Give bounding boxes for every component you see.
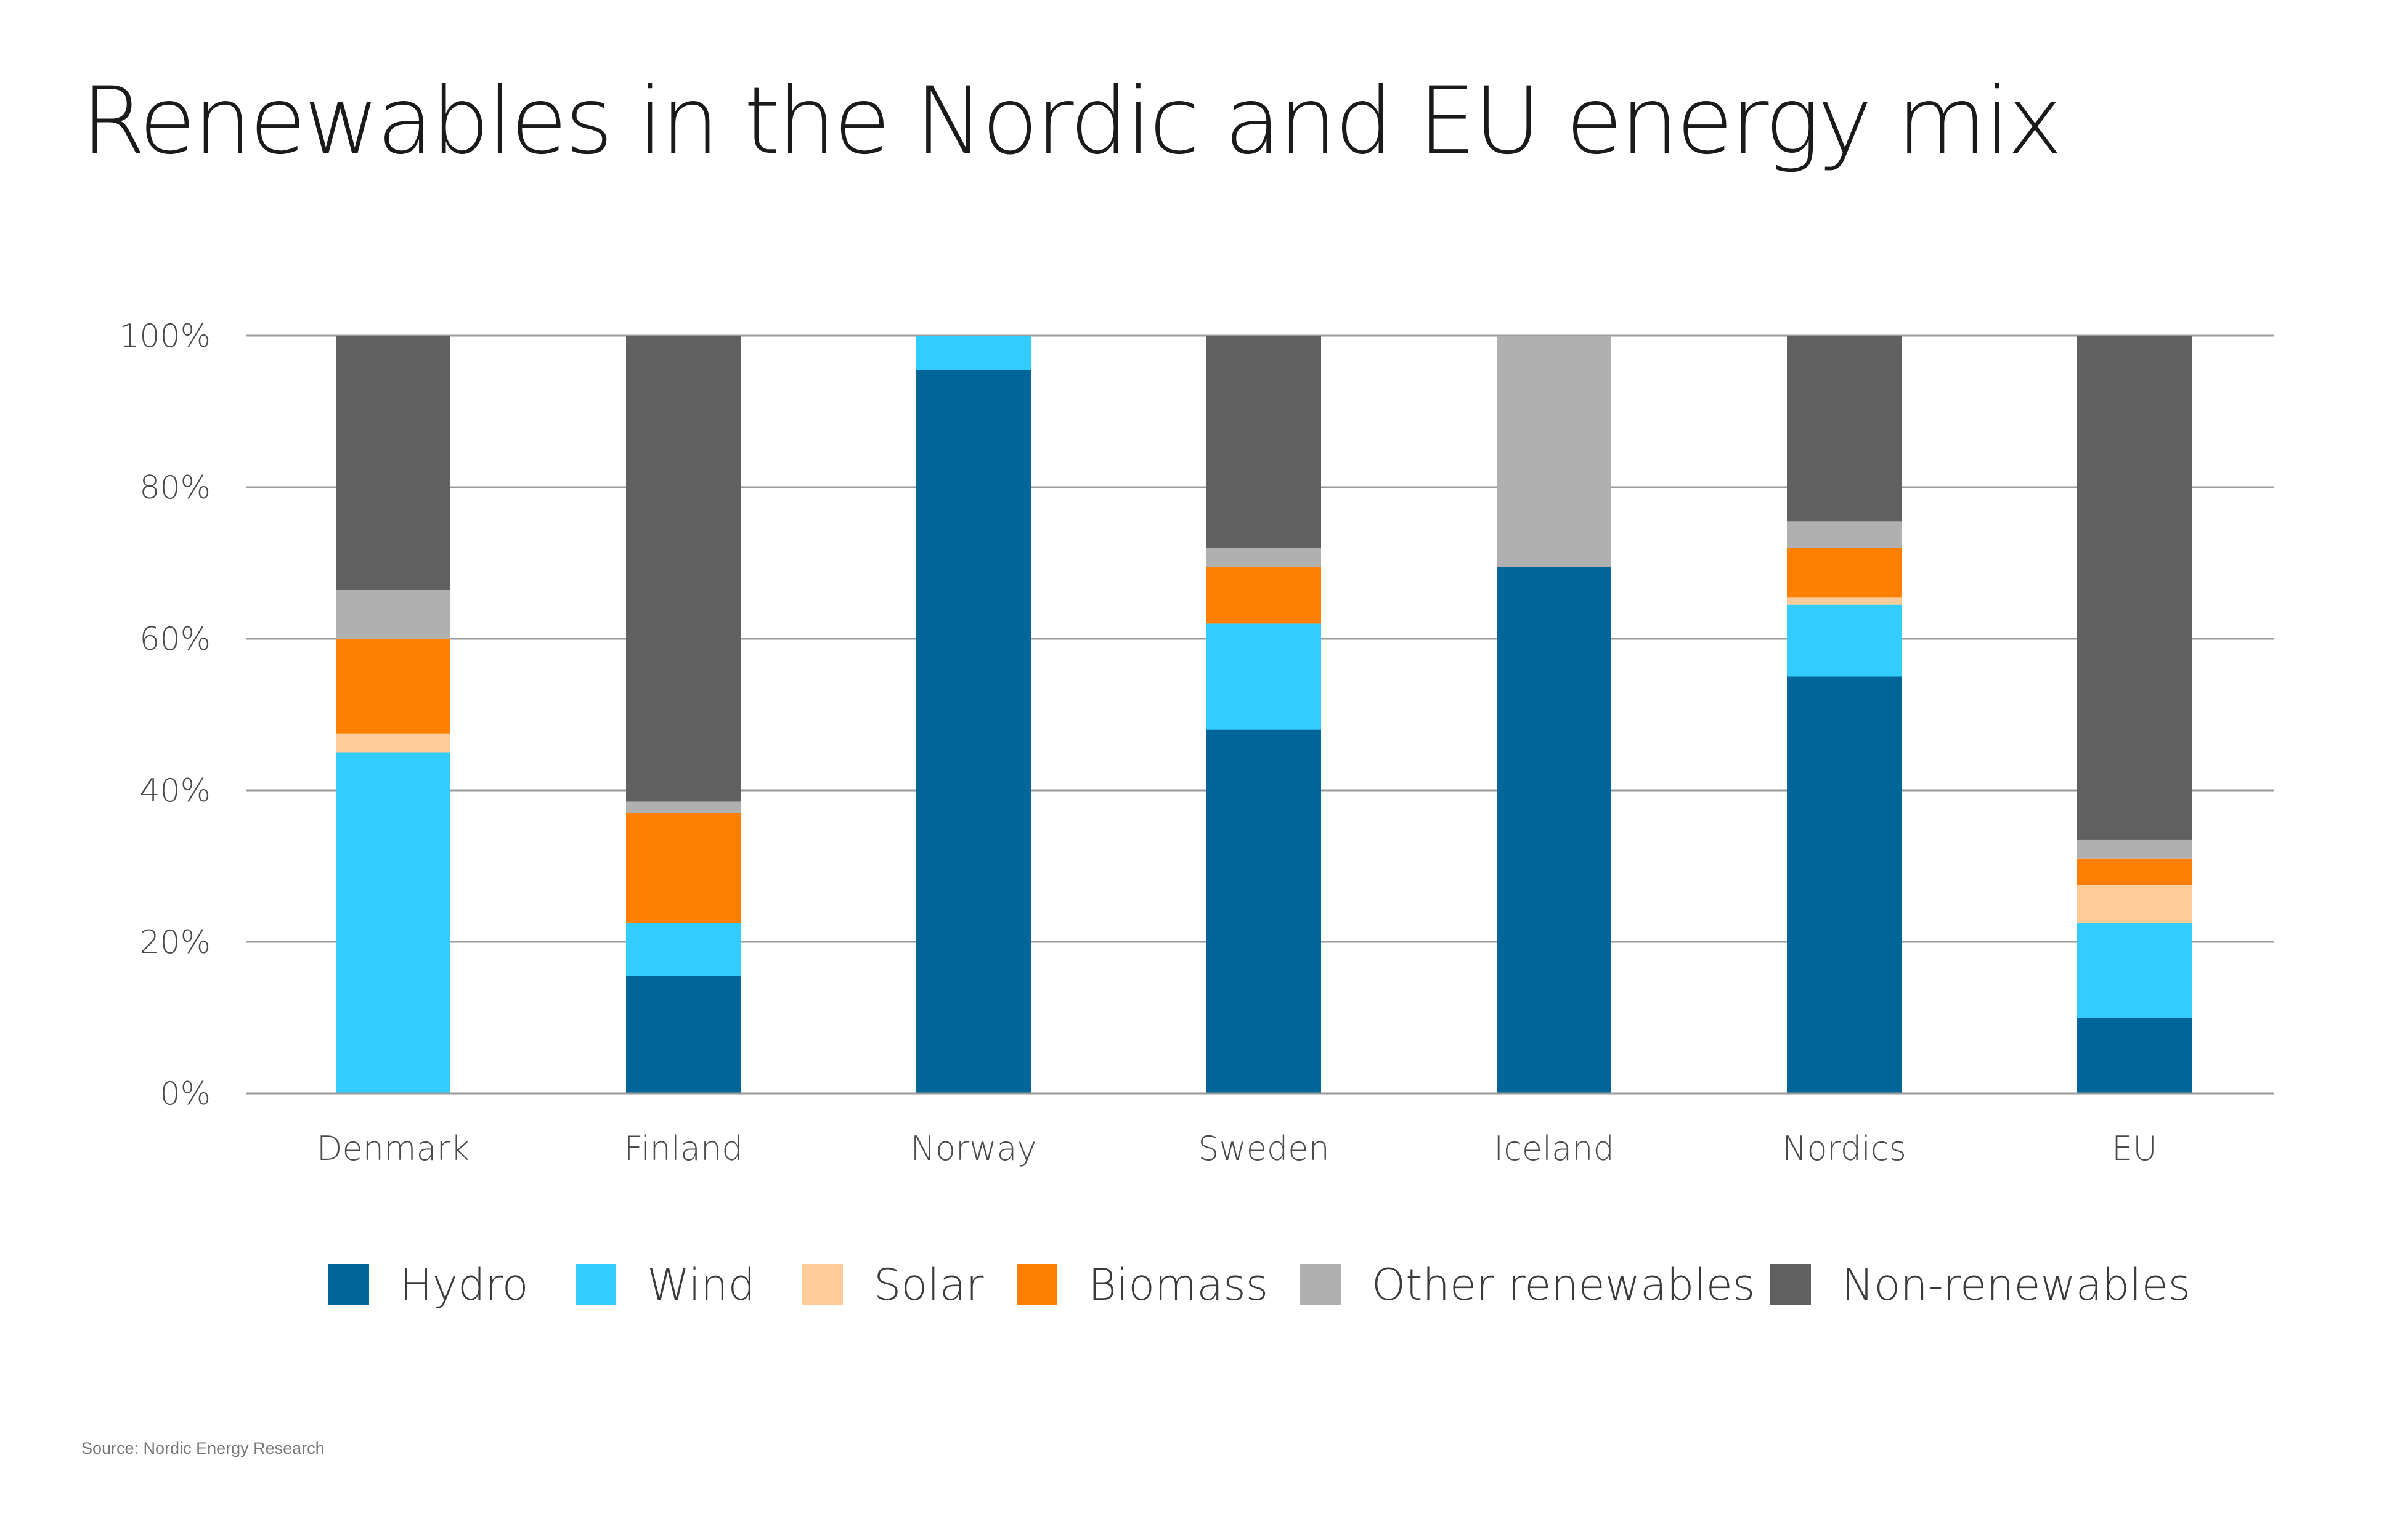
bar-segment-finland-wind: [626, 923, 741, 976]
bar-segment-sweden-hydro: [1206, 729, 1321, 1093]
bar-segment-finland-other-renewables: [626, 801, 741, 813]
bar-segment-denmark-wind: [336, 752, 450, 1093]
y-tick-label: 60%: [139, 621, 211, 658]
legend-swatch-wind: [576, 1264, 616, 1305]
bar-segment-finland-biomass: [626, 813, 741, 923]
y-tick-label: 0%: [160, 1076, 211, 1112]
x-tick-label: Denmark: [317, 1129, 470, 1168]
y-tick-label: 40%: [139, 772, 211, 809]
bar-segment-norway-hydro: [916, 370, 1031, 1093]
x-tick-label: Sweden: [1198, 1129, 1329, 1168]
legend-swatch-solar: [802, 1264, 843, 1305]
bar-segment-denmark-biomass: [336, 639, 450, 734]
legend-swatch-biomass: [1017, 1264, 1057, 1305]
bar-segment-sweden-biomass: [1206, 567, 1321, 624]
bar-segment-sweden-other-renewables: [1206, 548, 1321, 567]
x-tick-label: Norway: [911, 1129, 1037, 1168]
x-axis: Denmark Finland Norway Sweden Iceland Nordics…: [317, 1129, 2157, 1168]
legend-label: Other renewables: [1372, 1260, 1755, 1310]
bar-segment-eu-biomass: [2077, 858, 2192, 885]
bar-segment-nordics-hydro: [1787, 676, 1902, 1093]
bar-segment-eu-non-renewables: [2077, 336, 2192, 840]
bar-segment-nordics-non-renewables: [1787, 336, 1902, 522]
bar-segment-nordics-other-renewables: [1787, 521, 1902, 548]
bar-segment-sweden-wind: [1206, 623, 1321, 730]
legend-label: Hydro: [400, 1260, 529, 1310]
bar-segment-eu-hydro: [2077, 1018, 2192, 1093]
bar-segment-nordics-wind: [1787, 604, 1902, 677]
bar-segment-denmark-other-renewables: [336, 590, 450, 639]
legend-label: Non-renewables: [1842, 1260, 2190, 1310]
legend-swatch-hydro: [328, 1264, 369, 1305]
x-tick-label: EU: [2112, 1129, 2157, 1168]
bars: [336, 336, 2192, 1093]
legend-label: Wind: [647, 1260, 755, 1310]
bar-segment-finland-non-renewables: [626, 336, 741, 802]
legend-label: Solar: [874, 1260, 984, 1310]
bar-segment-norway-wind: [916, 336, 1031, 370]
bar-segment-nordics-biomass: [1787, 548, 1902, 598]
legend-swatch-other-renewables: [1300, 1264, 1341, 1305]
y-tick-label: 80%: [139, 469, 211, 506]
bar-segment-iceland-other-renewables: [1497, 336, 1611, 567]
y-tick-label: 100%: [119, 318, 211, 355]
bar-segment-eu-wind: [2077, 923, 2192, 1018]
bar-segment-finland-hydro: [626, 976, 741, 1093]
x-tick-label: Iceland: [1494, 1129, 1614, 1168]
bar-segment-sweden-non-renewables: [1206, 336, 1321, 548]
y-tick-label: 20%: [139, 924, 211, 961]
legend-label: Biomass: [1088, 1260, 1268, 1310]
x-tick-label: Nordics: [1782, 1129, 1906, 1168]
y-axis: 0% 20% 40% 60% 80% 100%: [119, 318, 2274, 1112]
legend: Hydro Wind Solar Biomass Other renewables Non…: [328, 1260, 2190, 1310]
bar-segment-eu-other-renewables: [2077, 839, 2192, 859]
bar-segment-eu-solar: [2077, 885, 2192, 923]
chart-title: Renewables in the Nordic and EU energy m…: [81, 68, 2062, 175]
bar-segment-denmark-non-renewables: [336, 336, 450, 590]
x-tick-label: Finland: [624, 1129, 743, 1168]
bar-segment-iceland-hydro: [1497, 567, 1611, 1093]
bar-segment-nordics-solar: [1787, 597, 1902, 605]
legend-swatch-non-renewables: [1770, 1264, 1811, 1305]
bar-segment-denmark-solar: [336, 733, 450, 753]
source-note: Source: Nordic Energy Research: [81, 1439, 325, 1457]
